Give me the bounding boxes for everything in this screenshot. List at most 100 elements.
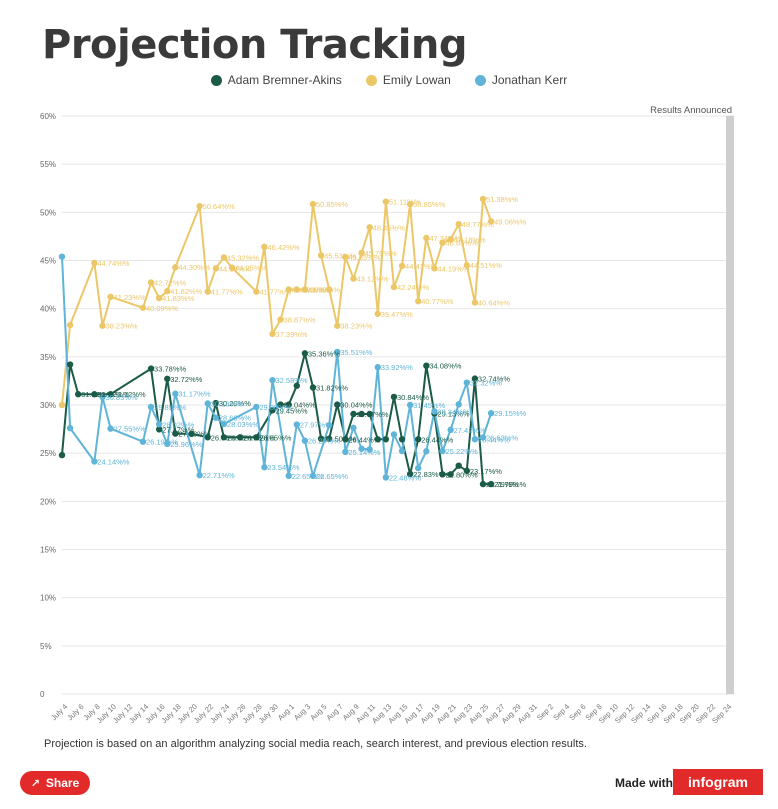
data-label: 46.85%% [446,239,478,248]
data-point [455,220,462,228]
share-button[interactable]: ↗ Share [20,771,90,795]
legend-item-adam[interactable]: Adam Bremner-Akins [210,73,342,87]
chart-legend: Adam Bremner-Akins Emily Lowan Jonathan … [0,73,778,87]
made-with-text: Made with [615,776,674,790]
data-point [471,375,479,382]
data-point [164,287,171,295]
y-tick-label: 20% [40,497,56,506]
y-tick-label: 0 [40,690,45,699]
data-point [91,391,98,398]
data-point [487,409,495,417]
data-point [325,435,333,442]
legend-item-jonathan[interactable]: Jonathan Kerr [474,73,567,87]
data-point [172,430,179,437]
data-point [172,264,179,271]
infogram-logo[interactable]: infogram [673,769,763,795]
data-point [309,384,317,391]
data-label: 43.12%% [356,275,388,284]
data-point [269,407,276,414]
data-label: 32.58%% [276,376,308,385]
data-point [253,288,260,295]
data-label: 41.23%% [114,293,146,302]
footnote: Projection is based on an algorithm anal… [44,738,587,750]
y-tick-label: 55% [40,160,56,169]
data-point [382,436,390,443]
data-point [390,431,398,438]
data-point [342,253,349,261]
data-label: 42.24%% [397,283,429,292]
data-point [269,330,276,338]
data-label: 46.42%% [267,243,299,252]
data-label: 31.45%% [413,401,445,410]
data-label: 28.68%% [219,414,251,423]
data-label: 44.19%% [219,264,251,273]
data-point [172,390,179,397]
data-point [374,436,381,443]
data-point [107,425,114,432]
data-point [155,294,163,302]
data-label: 51.38%% [486,195,518,204]
data-point [439,471,446,478]
legend-item-emily[interactable]: Emily Lowan [365,73,451,87]
data-point [382,198,390,205]
data-point [398,436,406,443]
x-tick-label: Aug 1 [276,702,296,722]
data-point [325,422,333,429]
data-label: 41.99%% [292,285,324,294]
data-point [479,480,487,488]
results-band: Results Announced [650,105,734,694]
data-label: 25.22%% [446,447,478,456]
data-point [342,448,349,456]
data-label: 31.12%% [81,390,113,399]
data-label: 21.79%% [486,480,518,489]
data-point [447,471,454,478]
data-label: 33.78%% [154,365,186,374]
y-tick-label: 25% [40,449,56,458]
x-tick-label: Aug 7 [324,702,344,722]
data-label: 47.34%% [429,234,461,243]
data-point [317,252,325,259]
data-label: 29.07%% [356,410,388,419]
x-tick-label: July 4 [49,702,69,722]
data-point [431,408,438,415]
data-label: 32.72%% [170,375,202,384]
data-label: 29.80%% [259,403,291,412]
data-label: 32.74%% [478,375,510,384]
data-label: 23.17%% [470,467,502,476]
x-tick-label: July 6 [65,702,85,722]
data-label: 41.99%% [308,285,340,294]
data-point [455,401,462,408]
y-tick-label: 40% [40,305,56,314]
data-point [196,202,203,210]
y-tick-label: 15% [40,546,56,555]
data-label: 41.82%% [170,287,202,296]
data-point [147,279,155,286]
data-label: 45.32%% [227,253,259,262]
y-tick-label: 10% [40,594,56,603]
data-label: 48.77%% [462,220,494,229]
data-label: 22.48%% [389,473,421,482]
data-label: 37.39%% [276,330,308,339]
data-label: 26.44%% [478,435,510,444]
data-point [415,464,422,472]
data-label: 44.19%% [437,264,469,273]
data-point [406,200,414,208]
data-point [212,265,220,272]
data-point [293,382,300,389]
data-point [358,410,365,418]
data-point [350,275,357,282]
data-point [358,249,365,257]
data-label: 39.47%% [381,310,413,319]
data-point [220,420,228,428]
data-point [455,462,462,469]
data-label: 30.16%% [211,399,243,408]
legend-label: Adam Bremner-Akins [227,73,342,87]
data-point [463,262,471,269]
data-label: 51.11%% [389,198,421,207]
data-label: 26.65%% [259,433,291,442]
data-point [479,434,487,441]
data-point [301,437,309,444]
data-point [253,403,260,411]
legend-dot-icon [210,74,222,86]
data-point [107,293,114,301]
